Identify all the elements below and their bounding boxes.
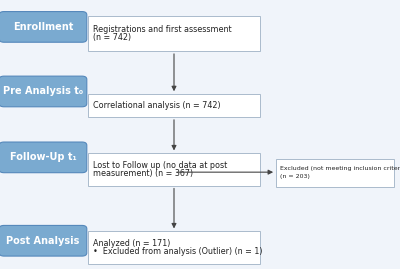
Text: Follow-Up t₁: Follow-Up t₁ — [10, 152, 76, 162]
FancyBboxPatch shape — [88, 153, 260, 186]
Text: Enrollment: Enrollment — [13, 22, 73, 32]
FancyBboxPatch shape — [88, 231, 260, 264]
Text: Lost to Follow up (no data at post: Lost to Follow up (no data at post — [93, 161, 227, 170]
FancyBboxPatch shape — [88, 94, 260, 117]
Text: (n = 742): (n = 742) — [93, 33, 131, 42]
Text: Post Analysis: Post Analysis — [6, 236, 80, 246]
Text: (n = 203): (n = 203) — [280, 174, 310, 179]
Text: Pre Analysis t₀: Pre Analysis t₀ — [3, 86, 83, 97]
FancyBboxPatch shape — [88, 16, 260, 51]
Text: Correlational analysis (n = 742): Correlational analysis (n = 742) — [93, 101, 220, 110]
FancyBboxPatch shape — [0, 76, 87, 107]
Text: measurement) (n = 367): measurement) (n = 367) — [93, 169, 193, 178]
Text: Excluded (not meeting inclusion criteria): Excluded (not meeting inclusion criteria… — [280, 166, 400, 171]
Text: Analyzed (n = 171): Analyzed (n = 171) — [93, 239, 170, 248]
Text: Registrations and first assessment: Registrations and first assessment — [93, 25, 232, 34]
FancyBboxPatch shape — [0, 142, 87, 173]
FancyBboxPatch shape — [276, 159, 394, 187]
Text: •  Excluded from analysis (Outlier) (n = 1): • Excluded from analysis (Outlier) (n = … — [93, 247, 262, 256]
FancyBboxPatch shape — [0, 225, 87, 256]
FancyBboxPatch shape — [0, 12, 87, 42]
